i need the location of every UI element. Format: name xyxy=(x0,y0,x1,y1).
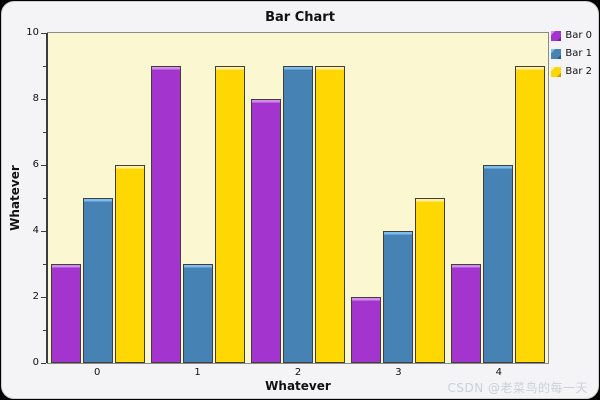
legend-label: Bar 2 xyxy=(565,66,592,77)
x-category-label-3: 3 xyxy=(395,367,402,378)
y-tick-7 xyxy=(43,131,46,133)
bar-bar-2-cat-2 xyxy=(315,66,345,363)
bar-bar-1-cat-0 xyxy=(83,198,113,363)
bar-bar-1-cat-3 xyxy=(383,231,413,363)
y-tick-6 xyxy=(41,164,46,166)
bar-bar-0-cat-0 xyxy=(51,264,81,363)
bar-bar-1-cat-4 xyxy=(483,165,513,363)
bar-bar-0-cat-1 xyxy=(151,66,181,363)
y-tick-2 xyxy=(41,296,46,298)
y-tick-label-6: 6 xyxy=(32,159,39,170)
y-tick-label-8: 8 xyxy=(32,93,39,104)
legend-label: Bar 1 xyxy=(565,48,592,59)
legend-swatch-icon xyxy=(551,49,562,59)
y-tick-0 xyxy=(41,362,46,364)
y-tick-label-10: 10 xyxy=(26,27,39,38)
legend-item-bar-1: Bar 1 xyxy=(551,48,592,60)
watermark: CSDN @老菜鸟的每一天 xyxy=(447,381,588,395)
y-tick-8 xyxy=(41,98,46,100)
bar-bar-2-cat-1 xyxy=(215,66,245,363)
bar-group-4 xyxy=(448,33,548,363)
bar-group-2 xyxy=(248,33,348,363)
bar-group-3 xyxy=(348,33,448,363)
x-category-label-4: 4 xyxy=(495,367,503,378)
bar-groups xyxy=(48,33,548,363)
x-category-label-1: 1 xyxy=(194,367,201,378)
y-tick-label-4: 4 xyxy=(32,225,39,236)
x-category-label-2: 2 xyxy=(294,367,302,378)
y-tick-9 xyxy=(43,65,46,67)
y-tick-5 xyxy=(43,197,46,199)
y-axis-title: Whatever xyxy=(8,165,22,231)
bar-bar-2-cat-4 xyxy=(515,66,545,363)
bar-bar-1-cat-1 xyxy=(183,264,213,363)
y-tick-3 xyxy=(43,263,46,265)
bar-group-1 xyxy=(148,33,248,363)
legend-item-bar-2: Bar 2 xyxy=(551,66,592,78)
y-tick-label-2: 2 xyxy=(32,291,39,302)
bar-bar-0-cat-2 xyxy=(251,99,281,363)
bar-bar-1-cat-2 xyxy=(283,66,313,363)
chart-title: Bar Chart xyxy=(265,10,335,25)
legend: Bar 0 Bar 1 Bar 2 xyxy=(551,30,592,78)
legend-item-bar-0: Bar 0 xyxy=(551,30,592,42)
y-tick-label-0: 0 xyxy=(32,357,39,368)
bar-bar-2-cat-0 xyxy=(115,165,145,363)
y-tick-4 xyxy=(41,230,46,232)
plot-area: 0 2 4 6 8 10 xyxy=(26,28,549,368)
bar-bar-0-cat-3 xyxy=(351,297,381,363)
x-category-labels: 0 1 2 3 4 xyxy=(47,367,549,378)
bar-group-0 xyxy=(48,33,148,363)
bar-bar-0-cat-4 xyxy=(451,264,481,363)
legend-swatch-icon xyxy=(551,67,562,77)
x-axis-title: Whatever xyxy=(265,379,331,393)
legend-swatch-icon xyxy=(551,31,562,41)
legend-label: Bar 0 xyxy=(565,30,592,41)
y-tick-10 xyxy=(41,32,46,34)
x-category-label-0: 0 xyxy=(94,367,101,378)
y-tick-1 xyxy=(43,329,46,331)
bar-bar-2-cat-3 xyxy=(415,198,445,363)
